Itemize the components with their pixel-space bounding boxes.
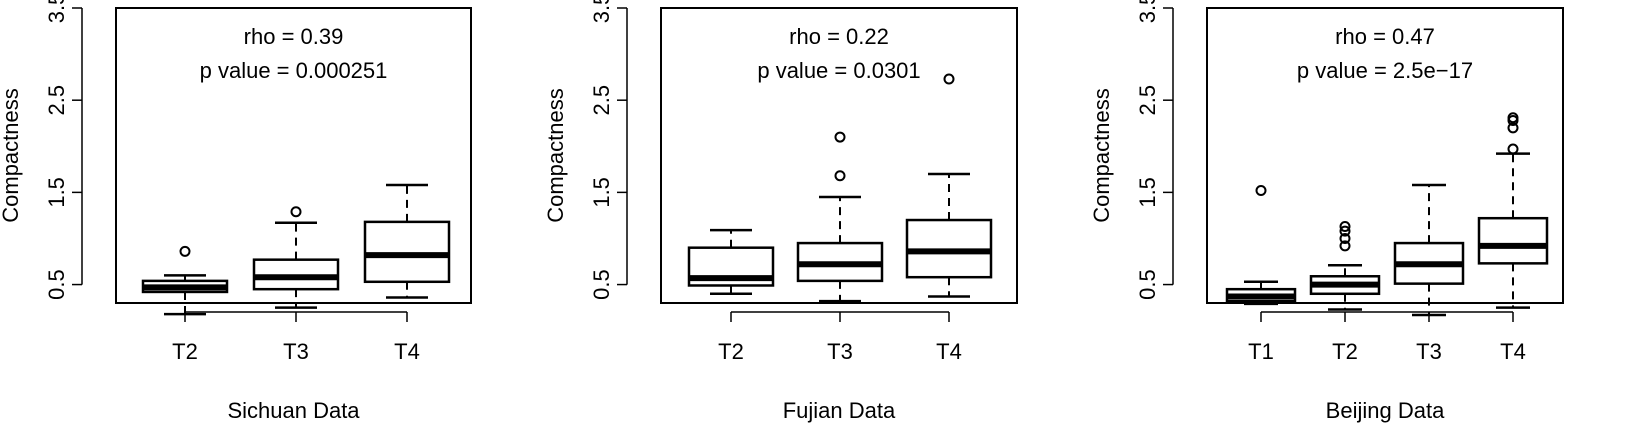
- y-tick-label: 2.5: [1135, 85, 1160, 116]
- rho-annotation: rho = 0.47: [1335, 24, 1435, 49]
- x-tick-label-t4: T4: [936, 339, 962, 364]
- y-tick-label: 3.5: [589, 0, 614, 23]
- x-tick-label-t3: T3: [827, 339, 853, 364]
- panel-beijing-data: 0.5 1.5 2.5 3.5 Compactness T1 T2 T3 T4 Beijing D…: [1089, 0, 1564, 423]
- box-t3: [252, 206, 340, 309]
- box-t1: [1225, 185, 1297, 306]
- outlier-point: [290, 206, 302, 218]
- y-tick-label: 2.5: [589, 85, 614, 116]
- x-axis-label: Fujian Data: [783, 398, 896, 423]
- x-axis-label: Sichuan Data: [227, 398, 360, 423]
- box-t4: [905, 73, 993, 298]
- x-tick-label-t4: T4: [1500, 339, 1526, 364]
- y-axis-label: Compactness: [1089, 88, 1114, 223]
- outlier-point: [1507, 143, 1519, 155]
- p-value-annotation: p value = 0.0301: [757, 58, 920, 83]
- rho-annotation: rho = 0.39: [244, 24, 344, 49]
- y-tick-label: 2.5: [44, 85, 69, 116]
- outlier-point: [834, 170, 846, 182]
- box-t3: [796, 131, 884, 303]
- outlier-point: [1339, 220, 1351, 232]
- outlier-point: [1255, 185, 1267, 197]
- y-axis-label: Compactness: [0, 88, 23, 223]
- outlier-point: [1339, 232, 1351, 244]
- x-tick-label-t2: T2: [1332, 339, 1358, 364]
- x-tick-label-t2: T2: [718, 339, 744, 364]
- y-tick-label: 3.5: [44, 0, 69, 23]
- p-value-annotation: p value = 2.5e−17: [1297, 58, 1473, 83]
- plot-frame: [115, 7, 472, 304]
- outlier-point: [179, 245, 191, 257]
- rho-annotation: rho = 0.22: [789, 24, 889, 49]
- plot-frame: [660, 7, 1018, 304]
- y-tick-label: 0.5: [44, 269, 69, 300]
- y-tick-label: 0.5: [589, 269, 614, 300]
- x-tick-label-t1: T1: [1248, 339, 1274, 364]
- x-axis-label: Beijing Data: [1326, 398, 1445, 423]
- y-tick-label: 3.5: [1135, 0, 1160, 23]
- iqr-box: [1477, 216, 1549, 265]
- box-t4: [1477, 112, 1549, 309]
- outlier-point: [1507, 112, 1519, 124]
- y-tick-label: 1.5: [44, 177, 69, 208]
- y-axis-label: Compactness: [543, 88, 568, 223]
- plot-frame: [1206, 7, 1564, 304]
- box-t3: [1393, 183, 1465, 317]
- y-tick-label: 1.5: [1135, 177, 1160, 208]
- p-value-annotation: p value = 0.000251: [200, 58, 388, 83]
- panel-sichuan-data: 0.5 1.5 2.5 3.5 Compactness T2 T3 T4 Sichuan Dat…: [0, 0, 472, 423]
- box-t2: [141, 245, 229, 316]
- x-tick-label-t2: T2: [172, 339, 198, 364]
- outlier-point: [943, 73, 955, 85]
- box-t2: [687, 228, 775, 296]
- y-tick-label: 0.5: [1135, 269, 1160, 300]
- x-tick-label-t3: T3: [283, 339, 309, 364]
- outlier-point: [1339, 225, 1351, 237]
- outlier-point: [1339, 240, 1351, 252]
- iqr-box: [363, 220, 451, 284]
- x-tick-label-t3: T3: [1416, 339, 1442, 364]
- panel-fujian-data: 0.5 1.5 2.5 3.5 Compactness T2 T3 T4 Fujian Data…: [543, 0, 1018, 423]
- box-t4: [363, 183, 451, 299]
- outlier-point: [1507, 122, 1519, 134]
- y-tick-label: 1.5: [589, 177, 614, 208]
- outlier-point: [834, 131, 846, 143]
- box-t2: [1309, 220, 1381, 311]
- x-tick-label-t4: T4: [394, 339, 420, 364]
